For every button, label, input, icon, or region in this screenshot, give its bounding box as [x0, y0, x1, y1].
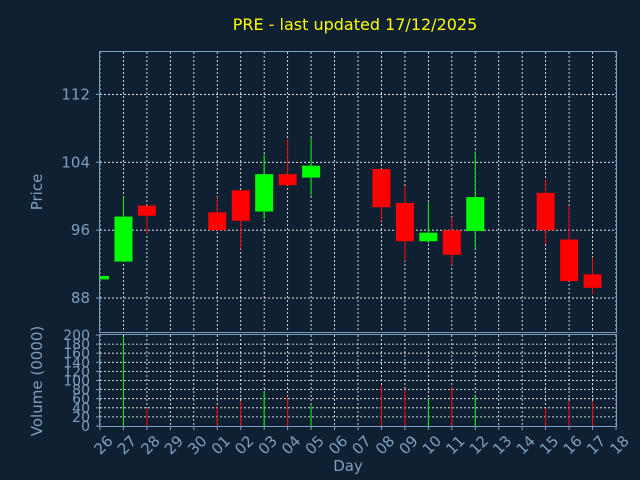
x-tick-label: 06	[325, 432, 351, 458]
volume-tick-label: 120	[63, 364, 90, 380]
x-tick-label: 26	[91, 432, 117, 458]
candle-body	[395, 203, 414, 242]
volume-tick-label: 20	[72, 410, 90, 426]
volume-tick-label: 40	[72, 401, 90, 417]
x-tick-label: 28	[137, 432, 163, 458]
candle-body	[302, 165, 321, 178]
volume-tick-label: 160	[63, 346, 90, 362]
candle	[137, 205, 156, 234]
y-tick-label: 112	[61, 85, 90, 103]
candle	[442, 217, 461, 265]
candle-body	[419, 232, 438, 242]
x-tick-label: 09	[395, 432, 421, 458]
x-axis-label: Day	[333, 457, 363, 475]
x-tick-label: 18	[607, 432, 633, 458]
candle-body	[560, 239, 579, 282]
candle	[114, 197, 133, 262]
chart-title: PRE - last updated 17/12/2025	[233, 15, 478, 34]
x-tick-label: 04	[278, 432, 304, 458]
candle	[99, 276, 109, 280]
x-tick-label: 27	[114, 432, 140, 458]
x-tick-label: 29	[161, 432, 187, 458]
candle-body	[583, 274, 602, 288]
candle	[208, 197, 227, 231]
x-tick-label: 16	[560, 432, 586, 458]
volume-tick-label: 0	[81, 419, 90, 435]
candle-body	[100, 276, 109, 280]
x-tick-label: 01	[208, 432, 234, 458]
x-tick-label: 15	[536, 432, 562, 458]
candles	[99, 137, 602, 294]
volume-tick-label: 140	[63, 355, 90, 371]
candle	[536, 180, 555, 244]
y-axis-label: Price	[28, 174, 46, 211]
candle	[255, 154, 274, 220]
y-tick-label: 96	[71, 221, 90, 239]
candle-body	[278, 174, 297, 186]
y-tick-label: 88	[71, 289, 90, 307]
price-axis-ticks: 88 96 104 112	[61, 85, 100, 307]
y-tick-label: 104	[61, 153, 90, 171]
volume-axis-label: Volume (0000)	[28, 326, 46, 436]
volume-grid	[99, 335, 617, 426]
volume-tick-label: 80	[72, 383, 90, 399]
x-tick-label: 07	[349, 432, 375, 458]
candle	[419, 202, 438, 243]
candle-body	[372, 169, 391, 208]
x-tick-label: 12	[466, 432, 492, 458]
x-tick-label: 17	[583, 432, 609, 458]
x-tick-label: 02	[231, 432, 257, 458]
volume-tick-label: 180	[63, 337, 90, 353]
candle	[395, 186, 414, 261]
day-axis-ticks: 2627282930010203040506070809101112131415…	[91, 426, 633, 458]
candle-body	[208, 212, 227, 231]
volume-tick-label: 60	[72, 392, 90, 408]
x-tick-label: 30	[184, 432, 210, 458]
candle-body	[137, 205, 156, 216]
candle	[278, 139, 297, 186]
candle-body	[231, 190, 250, 221]
candle	[302, 137, 321, 196]
candle-body	[114, 216, 133, 262]
volume-bars	[122, 337, 594, 426]
price-plot-frame	[99, 51, 617, 333]
x-tick-label: 13	[489, 432, 515, 458]
candle	[372, 169, 391, 221]
price-grid	[99, 52, 617, 332]
candle-body	[442, 230, 461, 255]
candle	[231, 190, 250, 249]
x-tick-label: 08	[372, 432, 398, 458]
candle-body	[536, 192, 555, 231]
x-tick-label: 03	[255, 432, 281, 458]
x-tick-label: 14	[513, 432, 539, 458]
candle	[583, 257, 602, 294]
x-tick-label: 10	[419, 432, 445, 458]
x-tick-label: 11	[442, 432, 468, 458]
volume-tick-label: 100	[63, 374, 90, 390]
candle-body	[255, 174, 274, 212]
candle-body	[466, 197, 485, 232]
candle	[560, 205, 579, 282]
x-tick-label: 05	[302, 432, 328, 458]
volume-tick-label: 200	[63, 328, 90, 344]
candle	[466, 151, 485, 249]
